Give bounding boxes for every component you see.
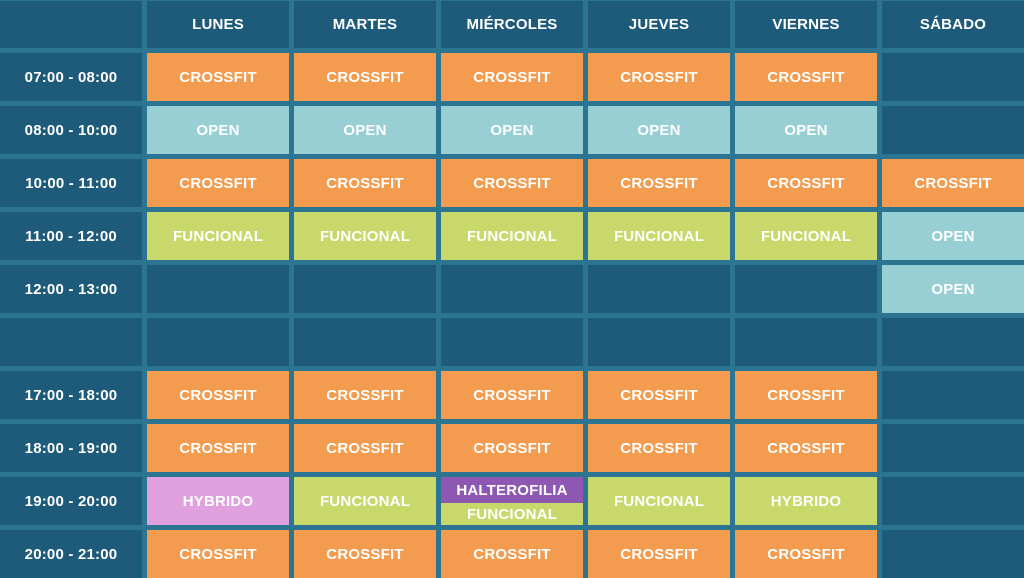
class-slot-funcional: FUNCIONAL: [294, 477, 436, 525]
class-slot-open: OPEN: [735, 106, 877, 154]
class-slot-crossfit: CROSSFIT: [735, 159, 877, 207]
class-slot-crossfit: CROSSFIT: [147, 424, 289, 472]
class-slot-crossfit: CROSSFIT: [588, 53, 730, 101]
class-slot-crossfit: CROSSFIT: [588, 530, 730, 578]
class-slot-funcional: FUNCIONAL: [588, 212, 730, 260]
time-slot-label: 17:00 - 18:00: [0, 371, 142, 419]
day-header-5: SÁBADO: [882, 1, 1024, 48]
class-slot-hybrido: HYBRIDO: [147, 477, 289, 525]
class-slot-funcional: FUNCIONAL: [588, 477, 730, 525]
empty-slot: [588, 318, 730, 366]
class-slot-crossfit: CROSSFIT: [588, 159, 730, 207]
class-slot-crossfit: CROSSFIT: [441, 530, 583, 578]
class-slot-open: OPEN: [588, 106, 730, 154]
class-slot-open: OPEN: [441, 106, 583, 154]
class-slot-crossfit: CROSSFIT: [294, 530, 436, 578]
class-slot-crossfit: CROSSFIT: [147, 371, 289, 419]
class-slot-open: OPEN: [147, 106, 289, 154]
time-slot-label: 20:00 - 21:00: [0, 530, 142, 578]
class-slot-open: OPEN: [294, 106, 436, 154]
class-slot-funcional: FUNCIONAL: [147, 212, 289, 260]
class-slot-crossfit: CROSSFIT: [441, 371, 583, 419]
class-slot-funcional: HYBRIDO: [735, 477, 877, 525]
empty-slot: [441, 265, 583, 313]
class-slot-crossfit: CROSSFIT: [588, 371, 730, 419]
class-label-halterofilia: HALTEROFILIA: [441, 477, 583, 503]
empty-slot: [147, 318, 289, 366]
class-label-funcional: FUNCIONAL: [441, 503, 583, 525]
day-header-1: MARTES: [294, 1, 436, 48]
class-slot-crossfit: CROSSFIT: [294, 371, 436, 419]
day-header-0: LUNES: [147, 1, 289, 48]
class-slot-crossfit: CROSSFIT: [294, 159, 436, 207]
class-slot-crossfit: CROSSFIT: [735, 530, 877, 578]
empty-slot: [588, 265, 730, 313]
time-slot-label: 11:00 - 12:00: [0, 212, 142, 260]
class-slot-crossfit: CROSSFIT: [441, 53, 583, 101]
empty-slot: [294, 318, 436, 366]
class-slot-funcional: FUNCIONAL: [441, 212, 583, 260]
class-slot-crossfit: CROSSFIT: [735, 53, 877, 101]
class-slot-crossfit: CROSSFIT: [441, 159, 583, 207]
class-slot-split: HALTEROFILIA FUNCIONAL: [441, 477, 583, 525]
class-slot-crossfit: CROSSFIT: [294, 424, 436, 472]
class-slot-crossfit: CROSSFIT: [441, 424, 583, 472]
empty-slot: [882, 371, 1024, 419]
class-slot-open: OPEN: [882, 212, 1024, 260]
class-slot-crossfit: CROSSFIT: [294, 53, 436, 101]
empty-slot: [735, 265, 877, 313]
empty-slot: [147, 265, 289, 313]
time-slot-label: 18:00 - 19:00: [0, 424, 142, 472]
day-header-2: MIÉRCOLES: [441, 1, 583, 48]
class-slot-crossfit: CROSSFIT: [882, 159, 1024, 207]
empty-slot: [735, 318, 877, 366]
empty-slot: [882, 477, 1024, 525]
empty-slot: [294, 265, 436, 313]
class-slot-funcional: FUNCIONAL: [735, 212, 877, 260]
empty-slot: [882, 318, 1024, 366]
empty-slot: [882, 424, 1024, 472]
class-slot-open: OPEN: [882, 265, 1024, 313]
corner-cell: [0, 1, 142, 48]
class-slot-crossfit: CROSSFIT: [735, 371, 877, 419]
class-slot-crossfit: CROSSFIT: [147, 530, 289, 578]
time-slot-label: 10:00 - 11:00: [0, 159, 142, 207]
time-slot-label: 19:00 - 20:00: [0, 477, 142, 525]
time-slot-label: 08:00 - 10:00: [0, 106, 142, 154]
time-slot-label: 12:00 - 13:00: [0, 265, 142, 313]
empty-slot: [882, 53, 1024, 101]
class-slot-crossfit: CROSSFIT: [588, 424, 730, 472]
time-slot-label: [0, 318, 142, 366]
empty-slot: [441, 318, 583, 366]
time-slot-label: 07:00 - 08:00: [0, 53, 142, 101]
class-slot-crossfit: CROSSFIT: [147, 53, 289, 101]
class-slot-crossfit: CROSSFIT: [147, 159, 289, 207]
empty-slot: [882, 530, 1024, 578]
day-header-4: VIERNES: [735, 1, 877, 48]
class-slot-funcional: FUNCIONAL: [294, 212, 436, 260]
day-header-3: JUEVES: [588, 1, 730, 48]
class-slot-crossfit: CROSSFIT: [735, 424, 877, 472]
empty-slot: [882, 106, 1024, 154]
